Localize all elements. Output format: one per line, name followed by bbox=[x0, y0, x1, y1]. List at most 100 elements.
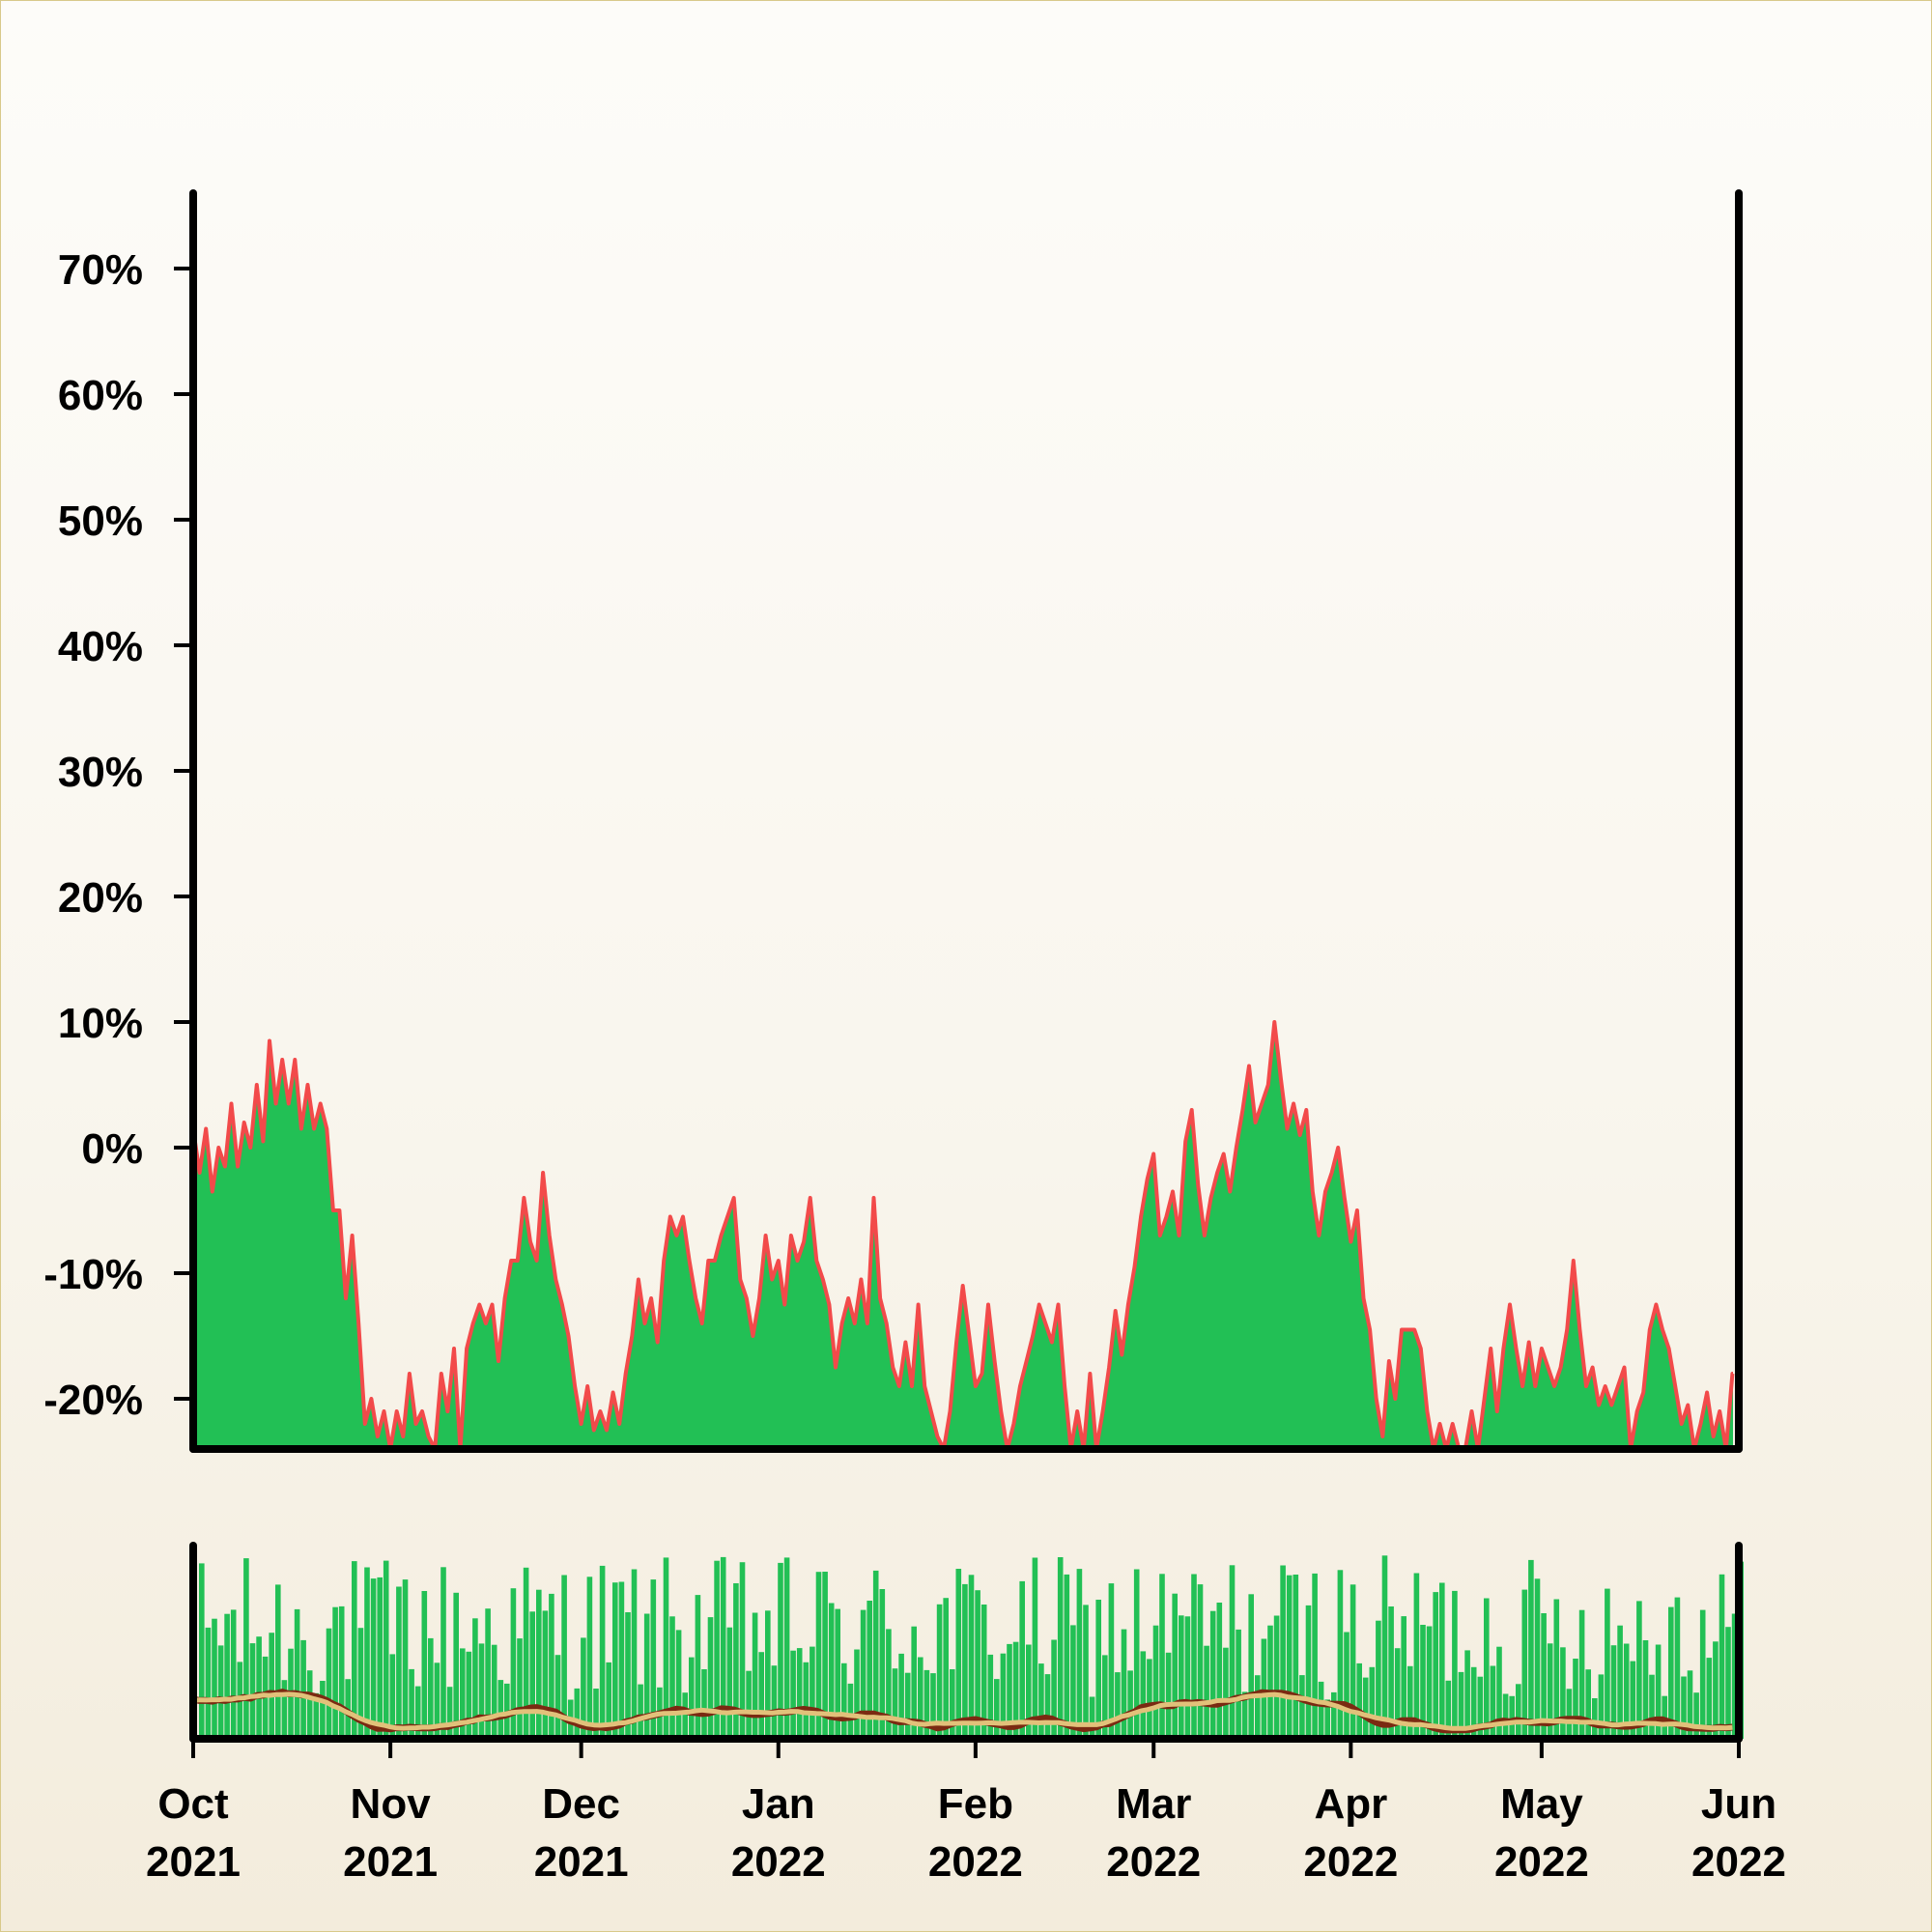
volume-bar bbox=[1108, 1583, 1115, 1739]
volume-bar bbox=[428, 1637, 434, 1739]
volume-bar bbox=[638, 1684, 643, 1739]
volume-bar bbox=[701, 1669, 707, 1739]
x-tick-year-label: 2021 bbox=[534, 1838, 629, 1886]
volume-bar bbox=[943, 1598, 949, 1739]
volume-bar bbox=[414, 1686, 421, 1739]
volume-bar bbox=[650, 1579, 657, 1739]
volume-bar bbox=[478, 1643, 485, 1739]
volume-bar bbox=[466, 1651, 472, 1739]
volume-bar bbox=[320, 1681, 326, 1739]
volume-bar bbox=[904, 1672, 911, 1739]
volume-bar bbox=[357, 1628, 364, 1739]
volume-bar bbox=[1324, 1699, 1330, 1739]
volume-bar bbox=[1509, 1695, 1515, 1739]
volume-bar bbox=[275, 1584, 281, 1739]
volume-bar bbox=[771, 1665, 778, 1739]
volume-bar bbox=[1197, 1584, 1204, 1739]
volume-bar bbox=[1413, 1573, 1420, 1739]
volume-bar bbox=[950, 1669, 955, 1739]
volume-bar bbox=[1089, 1696, 1095, 1739]
volume-bar bbox=[542, 1610, 549, 1739]
volume-bar bbox=[1433, 1592, 1438, 1739]
x-tick-year-label: 2021 bbox=[146, 1838, 241, 1886]
volume-bar bbox=[1248, 1594, 1254, 1739]
volume-bar bbox=[987, 1654, 994, 1739]
volume-bar bbox=[936, 1604, 943, 1739]
volume-bar bbox=[1681, 1676, 1687, 1739]
volume-bar bbox=[1401, 1616, 1406, 1739]
volume-bar bbox=[1592, 1698, 1598, 1739]
volume-bar bbox=[1209, 1610, 1216, 1739]
volume-bar bbox=[1051, 1639, 1057, 1739]
volume-bar bbox=[625, 1612, 631, 1739]
volume-bar bbox=[1255, 1675, 1261, 1739]
volume-bar bbox=[217, 1645, 224, 1739]
volume-bar bbox=[1655, 1644, 1662, 1739]
volume-bar bbox=[1007, 1643, 1012, 1739]
volume-bar bbox=[1312, 1573, 1318, 1739]
volume-bar bbox=[586, 1577, 593, 1739]
volume-bar bbox=[778, 1562, 783, 1739]
volume-bar bbox=[803, 1662, 810, 1739]
volume-bar bbox=[1070, 1625, 1076, 1739]
volume-bar bbox=[1381, 1555, 1388, 1739]
volume-bar bbox=[1152, 1625, 1159, 1739]
volume-bar bbox=[1273, 1615, 1280, 1739]
volume-bar bbox=[383, 1560, 389, 1739]
x-tick-year-label: 2022 bbox=[731, 1838, 826, 1886]
volume-bar bbox=[1516, 1684, 1521, 1739]
volume-bar bbox=[828, 1603, 835, 1739]
volume-bar bbox=[1032, 1557, 1038, 1739]
volume-bar bbox=[574, 1688, 581, 1739]
volume-bar bbox=[1280, 1565, 1286, 1739]
volume-bar bbox=[1610, 1645, 1617, 1739]
x-tick-month-label: Feb bbox=[938, 1780, 1013, 1828]
volume-bar bbox=[249, 1643, 256, 1739]
volume-bar bbox=[975, 1590, 980, 1739]
volume-bar bbox=[898, 1653, 904, 1739]
volume-bar bbox=[1331, 1691, 1337, 1739]
volume-bar bbox=[739, 1562, 746, 1739]
volume-bar bbox=[1674, 1597, 1681, 1739]
x-tick-year-label: 2021 bbox=[343, 1838, 438, 1886]
volume-bar bbox=[1191, 1574, 1197, 1739]
volume-bar bbox=[765, 1610, 771, 1739]
volume-bar bbox=[962, 1583, 968, 1739]
volume-bar bbox=[1286, 1575, 1293, 1739]
volume-bar bbox=[1605, 1588, 1610, 1739]
y-tick-label: 0% bbox=[81, 1125, 143, 1173]
volume-bar bbox=[1044, 1674, 1051, 1739]
x-axis-ticks: Oct 2021 Nov 2021 Dec 2021 Jan 2022 Feb 2022 Mar 20… bbox=[146, 1739, 1786, 1886]
volume-bar bbox=[606, 1662, 611, 1739]
volume-bars bbox=[199, 1555, 1744, 1739]
volume-bar bbox=[1147, 1659, 1152, 1739]
volume-bar bbox=[860, 1609, 867, 1739]
y-axis-ticks: 70% 60% 50% 40% 30% 20% 10% 0% -10% -20% bbox=[43, 246, 193, 1424]
volume-bar bbox=[810, 1646, 815, 1739]
volume-bar bbox=[523, 1567, 529, 1739]
volume-bar bbox=[497, 1680, 504, 1739]
volume-bar bbox=[720, 1556, 726, 1739]
volume-bar bbox=[815, 1572, 822, 1739]
volume-bar bbox=[1293, 1575, 1299, 1739]
y-tick-label: 10% bbox=[58, 1000, 143, 1047]
volume-bar bbox=[689, 1657, 695, 1739]
x-tick-month-label: Nov bbox=[351, 1780, 432, 1828]
volume-bar bbox=[1528, 1559, 1534, 1739]
volume-bar bbox=[529, 1611, 535, 1739]
volume-bar bbox=[1344, 1632, 1350, 1739]
volume-bar bbox=[1369, 1666, 1376, 1739]
volume-bar bbox=[421, 1591, 428, 1739]
volume-bar bbox=[446, 1687, 453, 1739]
volume-bar bbox=[618, 1581, 625, 1739]
volume-bar bbox=[841, 1662, 847, 1739]
volume-bar bbox=[1687, 1670, 1693, 1739]
y-tick-label: 40% bbox=[58, 623, 143, 670]
volume-bar bbox=[1012, 1641, 1019, 1739]
volume-bar bbox=[453, 1592, 459, 1739]
volume-bar bbox=[370, 1578, 377, 1739]
volume-bar bbox=[911, 1626, 917, 1739]
volume-bar bbox=[1713, 1641, 1719, 1739]
volume-bar bbox=[460, 1648, 466, 1739]
volume-bar bbox=[1019, 1580, 1025, 1739]
